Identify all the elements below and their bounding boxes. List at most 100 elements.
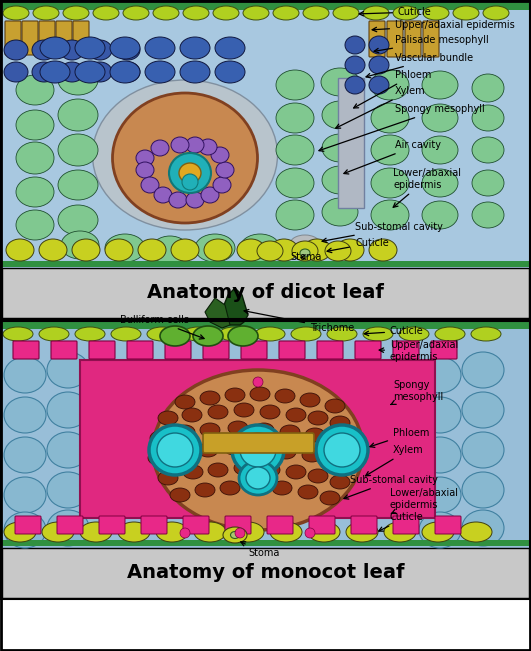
FancyBboxPatch shape [435,516,461,534]
Text: Phloem: Phloem [354,70,431,108]
Ellipse shape [225,388,245,402]
Ellipse shape [257,241,283,261]
Ellipse shape [472,74,504,102]
Ellipse shape [276,70,314,100]
FancyBboxPatch shape [203,341,229,359]
FancyBboxPatch shape [393,341,419,359]
Ellipse shape [16,210,54,240]
Bar [2,268,529,318]
Ellipse shape [175,395,195,409]
FancyBboxPatch shape [309,516,335,534]
Text: Cuticle: Cuticle [327,238,389,253]
Ellipse shape [345,36,365,54]
Ellipse shape [232,522,264,542]
Ellipse shape [422,104,458,132]
Ellipse shape [183,465,203,479]
Ellipse shape [272,481,292,495]
Ellipse shape [16,142,54,174]
Ellipse shape [111,327,141,341]
Ellipse shape [215,61,245,83]
FancyBboxPatch shape [13,341,39,359]
Ellipse shape [170,488,190,502]
Ellipse shape [302,448,322,462]
Ellipse shape [199,139,217,155]
Ellipse shape [16,177,54,207]
Bar [1,321,530,599]
Text: Stoma: Stoma [290,252,321,262]
FancyBboxPatch shape [203,433,314,453]
Ellipse shape [40,37,70,59]
Ellipse shape [243,6,269,20]
FancyBboxPatch shape [39,21,55,55]
Ellipse shape [419,397,461,433]
Ellipse shape [275,389,295,403]
Ellipse shape [303,6,329,20]
Ellipse shape [298,485,318,499]
Bar [2,322,529,329]
Bar [2,261,529,267]
Ellipse shape [149,425,201,475]
Ellipse shape [483,6,509,20]
Ellipse shape [88,40,112,60]
Text: Lower/abaxial
epidermis: Lower/abaxial epidermis [393,168,461,207]
Ellipse shape [328,433,348,447]
Ellipse shape [63,6,89,20]
Ellipse shape [460,522,492,542]
Ellipse shape [453,6,479,20]
Ellipse shape [118,522,150,542]
Ellipse shape [93,6,119,20]
Ellipse shape [169,153,211,193]
Ellipse shape [305,428,325,442]
Ellipse shape [320,491,340,505]
Ellipse shape [4,62,28,82]
Ellipse shape [4,357,46,393]
Ellipse shape [369,56,389,74]
Ellipse shape [105,239,133,261]
Text: Bulliform cells: Bulliform cells [121,315,204,339]
Ellipse shape [138,239,166,261]
FancyBboxPatch shape [355,341,381,359]
Ellipse shape [60,62,84,82]
Ellipse shape [472,137,504,163]
Ellipse shape [61,231,99,259]
Ellipse shape [147,327,177,341]
Ellipse shape [171,239,199,261]
Ellipse shape [204,239,232,261]
Circle shape [253,377,263,387]
Ellipse shape [330,416,350,430]
Bar [1,320,530,322]
Ellipse shape [324,433,360,467]
Ellipse shape [346,522,378,542]
Ellipse shape [58,65,98,95]
Ellipse shape [123,6,149,20]
FancyBboxPatch shape [431,341,457,359]
Ellipse shape [325,399,345,413]
Ellipse shape [240,234,280,262]
Ellipse shape [4,477,46,513]
Ellipse shape [4,522,36,542]
Ellipse shape [153,370,363,530]
FancyBboxPatch shape [57,516,83,534]
Ellipse shape [276,445,296,459]
Text: Spongy
mesophyll: Spongy mesophyll [391,380,443,404]
Text: Upper/adaxial epidermis: Upper/adaxial epidermis [372,20,515,32]
Ellipse shape [369,239,397,261]
Text: Anatomy of dicot leaf: Anatomy of dicot leaf [147,283,384,303]
Ellipse shape [47,352,89,388]
Ellipse shape [462,432,504,468]
Ellipse shape [273,6,299,20]
Ellipse shape [169,192,187,208]
Ellipse shape [16,75,54,105]
FancyBboxPatch shape [51,341,77,359]
Ellipse shape [336,239,364,261]
Circle shape [182,174,198,190]
Bar [338,78,364,208]
Ellipse shape [333,6,359,20]
Ellipse shape [58,134,98,166]
Ellipse shape [316,425,368,475]
Ellipse shape [280,425,300,439]
FancyBboxPatch shape [405,21,421,57]
Text: Phloem: Phloem [370,428,430,447]
Ellipse shape [246,480,266,494]
Text: Lower/abaxial
epidermis: Lower/abaxial epidermis [390,488,458,514]
